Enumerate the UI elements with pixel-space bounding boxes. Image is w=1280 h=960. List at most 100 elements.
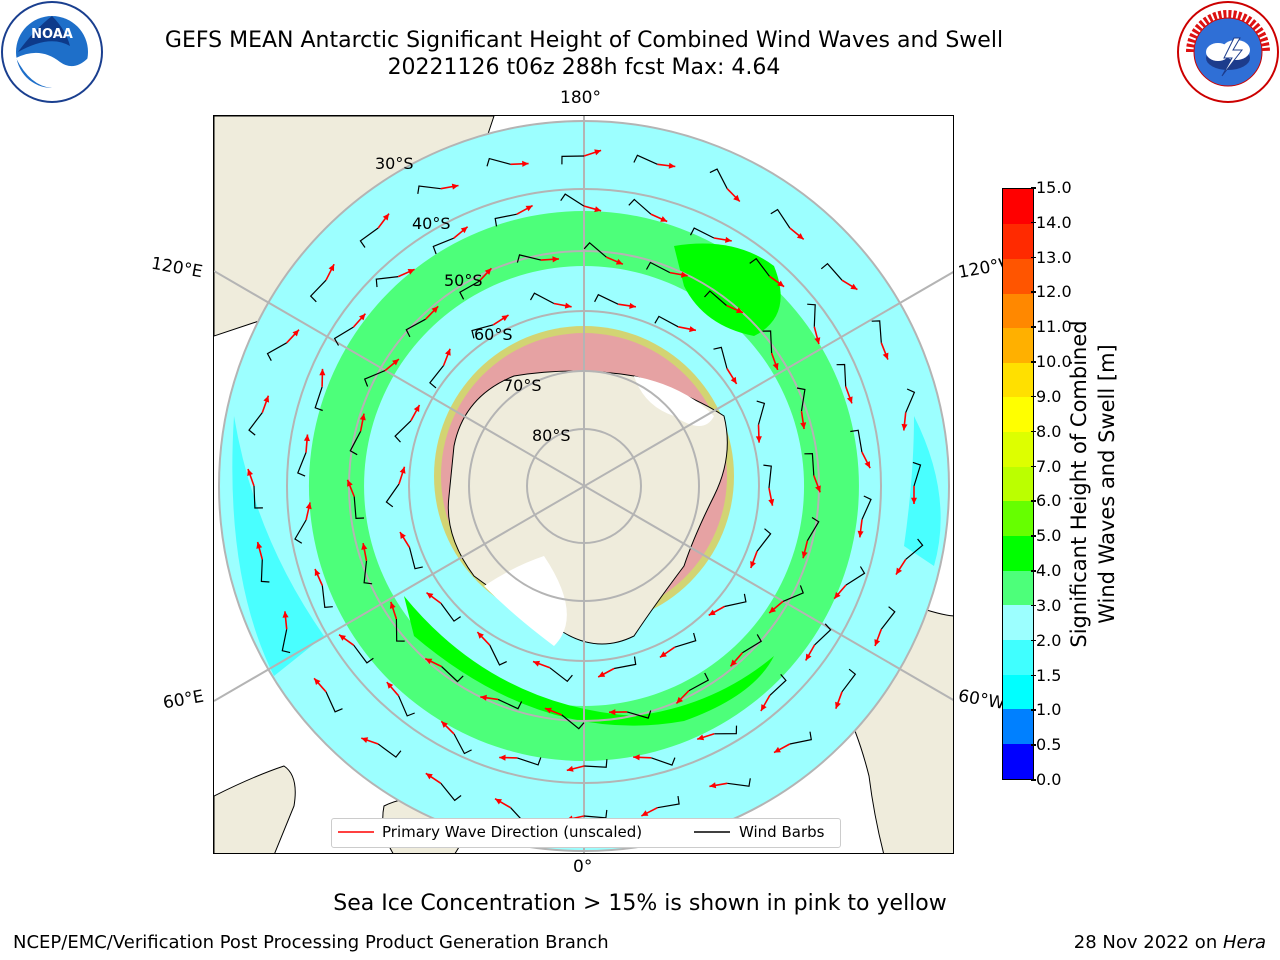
wind-barb — [529, 292, 555, 305]
wind-barb — [583, 241, 607, 258]
wind-barb — [494, 213, 517, 227]
polar-map — [213, 115, 954, 854]
wave-direction-arrowhead — [882, 352, 889, 360]
wind-barb — [789, 731, 812, 745]
sea-ice-note-text: Sea Ice Concentration > 15% is shown in … — [333, 891, 947, 916]
wave-direction-arrowhead — [361, 543, 368, 550]
wave-direction-arrowhead — [629, 302, 636, 309]
colorbar-segment — [1003, 223, 1033, 259]
legend-wave-direction: Primary Wave Direction (unscaled) — [382, 823, 643, 841]
wave-direction-arrowhead — [425, 773, 433, 780]
wind-barb — [714, 725, 738, 735]
wind-barb — [709, 168, 728, 189]
wind-barb — [727, 778, 751, 787]
wind-barb — [517, 757, 542, 766]
colorbar-label-line1: Significant Height of Combined — [1067, 320, 1091, 648]
wave-direction-arrowhead — [846, 396, 853, 404]
wind-barb — [880, 606, 896, 630]
wave-direction-arrowhead — [609, 709, 616, 716]
wind-barb — [850, 429, 863, 453]
colorbar-tick-label: 0.5 — [1030, 735, 1062, 755]
wave-direction-arrowhead — [386, 682, 394, 689]
wave-band-4-5-north — [674, 243, 781, 336]
wind-barb — [841, 668, 857, 693]
wave-direction-arrowhead — [668, 162, 676, 169]
wind-barb — [905, 538, 924, 560]
wind-barb — [651, 757, 676, 766]
wave-direction-arrowhead — [768, 498, 775, 506]
wind-barb — [266, 342, 287, 361]
colorbar-tick-label: 13.0 — [1031, 247, 1072, 267]
colorbar-tick-label: 3.0 — [1030, 595, 1062, 615]
wave-direction-arrowhead — [850, 283, 858, 290]
colorbar-tick-label: 2.0 — [1030, 630, 1062, 650]
colorbar-segment — [1003, 570, 1033, 606]
wind-barb — [294, 519, 307, 544]
lon-label-180: 180° — [560, 88, 601, 108]
wave-direction-arrowhead — [814, 337, 821, 345]
wave-direction-arrowhead — [760, 704, 767, 711]
wave-direction-arrowhead — [725, 236, 732, 243]
wind-barb — [594, 293, 619, 305]
colorbar-tick-label: 9.0 — [1030, 386, 1062, 406]
colorbar-segment — [1003, 535, 1033, 571]
wave-direction-arrowhead — [501, 315, 509, 322]
wind-barb — [861, 495, 872, 520]
wave-direction-arrowhead — [407, 269, 415, 275]
wind-barb — [584, 759, 608, 768]
wind-barb — [395, 618, 405, 642]
wind-barb — [385, 483, 400, 508]
wind-barb — [814, 623, 832, 646]
wave-direction-arrowhead — [484, 268, 492, 275]
wave-direction-arrowhead — [292, 329, 299, 337]
wave-direction-arrowhead — [495, 798, 502, 805]
wind-barb — [688, 672, 710, 692]
wave-direction-arrowhead — [339, 634, 346, 641]
colorbar-segment — [1003, 604, 1033, 640]
wave-direction-arrowhead — [533, 660, 540, 667]
wave-direction-arrowhead — [641, 810, 649, 816]
wave-direction-arrowhead — [835, 701, 841, 709]
wave-direction-arrowhead — [361, 737, 369, 743]
colorbar-tick-label: 1.0 — [1030, 700, 1062, 720]
wave-band-1.5-2-right — [904, 416, 941, 566]
wave-direction-arrowhead — [400, 532, 406, 539]
wave-direction-arrowhead — [552, 256, 559, 263]
wave-direction-arrowhead — [256, 542, 263, 549]
wave-direction-arrowhead — [347, 479, 353, 487]
lat-label-40s: 40°S — [412, 214, 451, 233]
colorbar-tick-label: 0.0 — [1030, 770, 1062, 789]
wind-barb — [325, 691, 343, 713]
wave-direction-arrowhead — [777, 280, 785, 287]
wave-direction-arrowhead — [755, 436, 762, 443]
wave-direction-arrowhead — [328, 264, 335, 272]
wind-barb — [762, 330, 773, 354]
wind-barb — [253, 485, 263, 509]
wave-direction-arrowhead — [598, 671, 606, 677]
wave-direction-arrowhead — [460, 226, 468, 234]
wind-barb — [749, 257, 770, 277]
wind-barb — [742, 634, 763, 654]
footer-date-text: 28 Nov 2022 on — [1073, 932, 1223, 953]
wave-band-1.5-2 — [232, 416, 324, 676]
lon-label-120e: 120°E — [149, 253, 205, 283]
nws-logo — [1177, 1, 1279, 103]
wave-direction-arrowhead — [680, 271, 688, 278]
wind-barb — [756, 528, 772, 552]
colorbar-segment — [1003, 258, 1033, 294]
wave-direction-arrowhead — [594, 206, 602, 213]
wave-direction-arrowhead — [796, 233, 804, 240]
wind-barb — [349, 431, 362, 456]
wave-direction-arrowhead — [477, 632, 484, 639]
wave-direction-arrowhead — [566, 765, 574, 772]
wind-barb — [613, 656, 637, 670]
wind-barb — [905, 388, 916, 413]
wave-direction-arrowhead — [676, 696, 683, 704]
wave-direction-arrowhead — [525, 205, 533, 212]
wind-barb — [713, 346, 728, 369]
wind-barb — [486, 157, 511, 167]
wind-barb — [394, 420, 412, 443]
lat-label-70s: 70°S — [503, 376, 542, 395]
wave-direction-arrowhead — [911, 497, 917, 504]
wave-direction-arrowhead — [815, 485, 821, 493]
